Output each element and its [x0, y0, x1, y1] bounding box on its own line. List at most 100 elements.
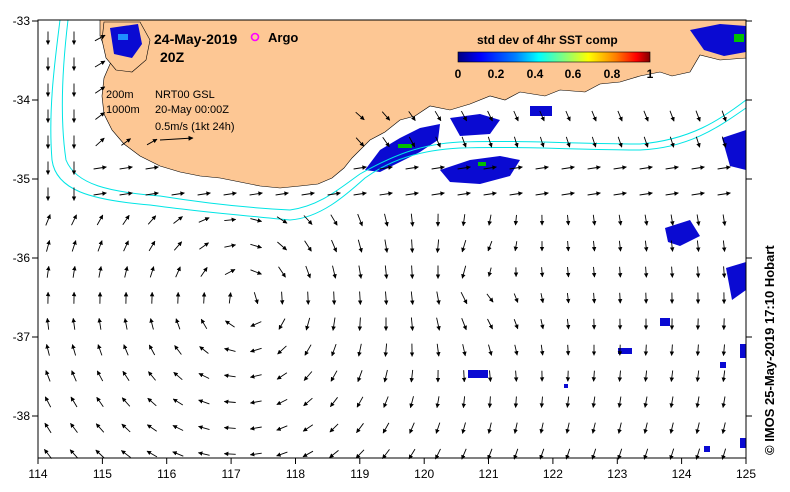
velocity-arrow [301, 191, 315, 196]
velocity-arrow [224, 243, 237, 248]
velocity-arrow [358, 265, 363, 279]
velocity-arrow [535, 191, 549, 196]
svg-text:121: 121 [478, 467, 498, 481]
velocity-arrow [431, 165, 445, 170]
velocity-arrow [513, 110, 519, 122]
velocity-arrow [565, 214, 571, 226]
velocity-arrow [249, 452, 262, 457]
velocity-arrow [277, 241, 287, 251]
velocity-arrow [357, 370, 363, 383]
velocity-arrow [487, 136, 493, 148]
velocity-arrow [173, 371, 183, 381]
velocity-arrow [199, 346, 209, 354]
velocity-arrow [513, 136, 519, 148]
velocity-arrow [198, 217, 210, 223]
velocity-arrow [435, 396, 440, 409]
velocity-arrow [409, 317, 415, 331]
velocity-arrow [487, 370, 493, 383]
velocity-arrow [353, 191, 367, 196]
velocity-arrow [355, 449, 365, 459]
velocity-arrow [487, 318, 493, 330]
velocity-arrow [617, 136, 623, 148]
velocity-arrow [436, 291, 441, 305]
velocity-arrow [278, 266, 286, 278]
velocity-arrow [487, 422, 492, 434]
velocity-arrow [69, 449, 79, 459]
velocity-arrow [613, 165, 627, 170]
velocity-arrow [249, 400, 262, 405]
velocity-arrow [410, 291, 415, 305]
velocity-arrow [44, 449, 52, 459]
velocity-arrow [587, 191, 601, 196]
svg-text:119: 119 [350, 467, 369, 481]
velocity-arrow [539, 267, 545, 278]
velocity-arrow [669, 370, 675, 382]
velocity-arrow [639, 191, 653, 196]
svg-text:1: 1 [647, 67, 654, 81]
velocity-arrow [513, 448, 519, 460]
velocity-arrow [96, 396, 104, 407]
svg-text:0.2: 0.2 [488, 67, 505, 81]
velocity-arrow [721, 110, 727, 122]
velocity-arrow [695, 240, 701, 252]
velocity-arrow [249, 191, 263, 196]
velocity-arrow [717, 191, 731, 196]
velocity-arrow [565, 318, 571, 330]
velocity-arrow [123, 240, 129, 252]
velocity-arrow [276, 398, 288, 406]
velocity-arrow [149, 266, 155, 278]
velocity-arrow [97, 317, 102, 330]
velocity-arrow [483, 191, 497, 196]
velocity-arrow [617, 110, 623, 122]
velocity-arrow [44, 422, 52, 434]
velocity-arrow [200, 267, 208, 277]
velocity-arrow [302, 424, 314, 432]
velocity-arrow [148, 240, 156, 252]
svg-text:122: 122 [543, 467, 563, 481]
time-label: 20Z [160, 49, 185, 65]
velocity-arrow [145, 165, 159, 170]
velocity-arrow [436, 317, 441, 331]
scale-label: 0.5m/s (1kt 24h) [155, 121, 234, 133]
velocity-arrow [174, 345, 182, 355]
velocity-arrow [539, 396, 545, 408]
velocity-arrow [172, 451, 184, 457]
velocity-arrow [410, 213, 415, 227]
velocity-arrow [460, 291, 468, 305]
velocity-arrow [721, 422, 726, 434]
velocity-arrow [591, 370, 597, 382]
velocity-arrow [539, 448, 545, 460]
velocity-arrow [669, 136, 675, 148]
velocity-arrow [483, 165, 497, 170]
velocity-arrow [509, 191, 523, 196]
velocity-arrow [691, 165, 705, 170]
colorbar [457, 51, 651, 63]
svg-text:115: 115 [93, 467, 112, 481]
isobath-contours [50, 19, 747, 221]
velocity-arrow [304, 344, 312, 356]
velocity-arrow [721, 240, 727, 252]
velocity-arrow [617, 370, 623, 382]
velocity-arrow [513, 293, 519, 303]
velocity-arrow [276, 372, 288, 380]
velocity-arrow [513, 241, 519, 252]
product-date-label: 20-May 00:00Z [155, 104, 229, 116]
velocity-arrow [665, 191, 679, 196]
velocity-arrow [146, 424, 157, 432]
velocity-arrow [253, 292, 259, 305]
svg-text:116: 116 [157, 467, 176, 481]
velocity-arrow [223, 399, 236, 405]
velocity-arrow [332, 265, 337, 279]
velocity-arrow [303, 397, 313, 407]
velocity-arrow [223, 191, 237, 196]
velocity-arrow [330, 214, 338, 226]
date-label: 24-May-2019 [154, 31, 237, 47]
velocity-arrow [384, 213, 389, 227]
velocity-arrow [250, 243, 263, 249]
velocity-arrow [669, 266, 675, 278]
velocity-arrow [669, 240, 675, 252]
velocity-arrow [513, 319, 519, 330]
velocity-arrow [643, 240, 649, 252]
velocity-arrow [97, 240, 103, 252]
velocity-arrow [357, 291, 363, 305]
